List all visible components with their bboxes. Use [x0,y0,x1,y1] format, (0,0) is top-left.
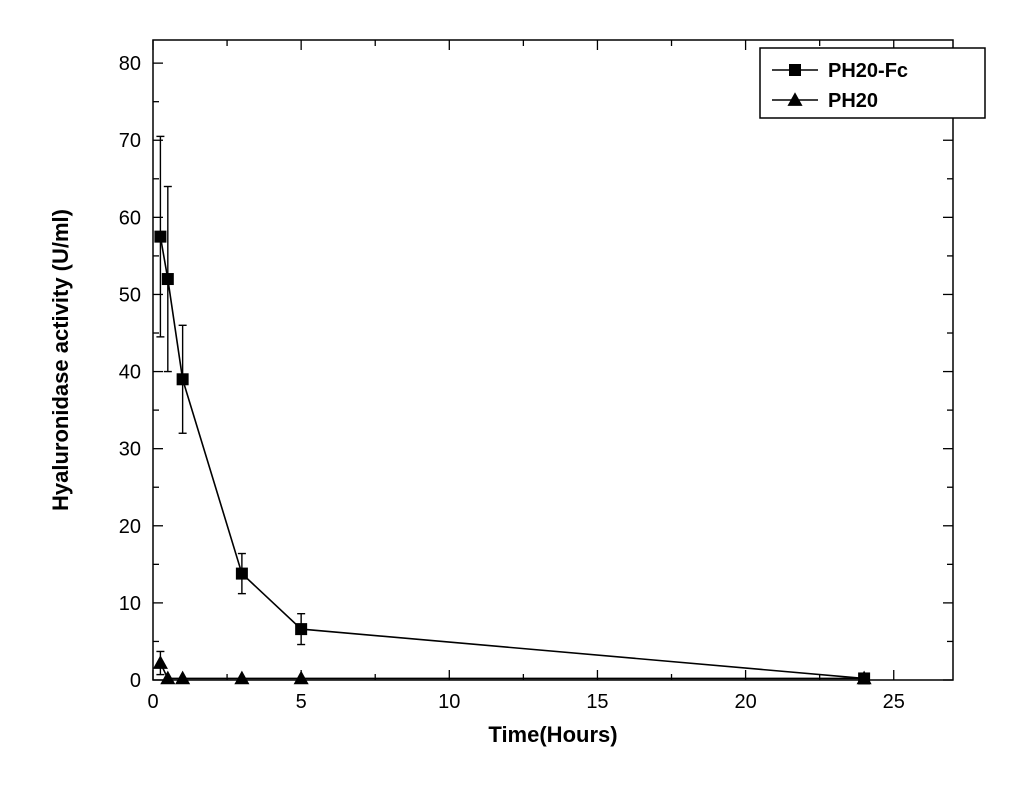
x-tick-label: 25 [883,691,905,713]
x-tick-label: 15 [586,691,608,713]
y-tick-label: 20 [119,516,141,538]
y-tick-label: 30 [119,439,141,461]
y-tick-label: 60 [119,207,141,229]
x-tick-label: 10 [438,691,460,713]
y-tick-label: 70 [119,130,141,152]
legend-label: PH20 [828,90,878,112]
y-tick-label: 80 [119,53,141,75]
series-line [160,663,864,678]
chart-container: 0 5 10 15 20 25 0 10 20 30 40 50 60 70 80 Time(Hours) Hy… [0,0,1016,808]
series-PH20-Fc [154,136,870,684]
chart-svg: 0 5 10 15 20 25 0 10 20 30 40 50 60 70 80 Time(Hours) Hy… [0,0,1016,808]
x-tick-label: 5 [296,691,307,713]
x-axis-label: Time(Hours) [488,722,617,747]
legend-marker [789,64,801,76]
data-point [160,671,175,685]
data-point [236,568,248,580]
y-axis-label: Hyaluronidase activity (U/ml) [48,209,73,511]
data-point [234,671,249,685]
x-tick-label: 20 [734,691,756,713]
series-line [160,237,864,679]
data-point [294,671,309,685]
plot-frame [153,40,953,680]
data-point [162,273,174,285]
y-tick-label: 10 [119,593,141,615]
y-tick-label: 50 [119,284,141,306]
data-point [177,373,189,385]
data-point [175,671,190,685]
data-point [153,655,168,669]
legend-label: PH20-Fc [828,60,908,82]
legend: PH20-Fc PH20 [760,48,985,118]
data-point [295,623,307,635]
x-tick-label: 0 [147,691,158,713]
data-point [154,231,166,243]
y-tick-label: 0 [130,670,141,692]
y-tick-label: 40 [119,362,141,384]
